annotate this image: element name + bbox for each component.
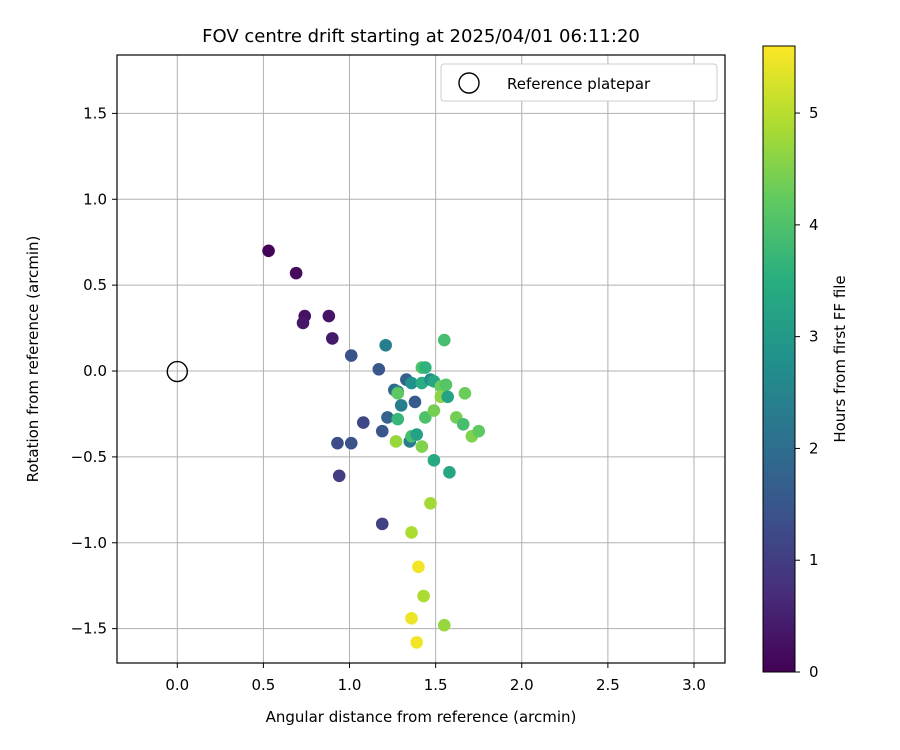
scatter-point [437,618,451,632]
colorbar-tick-label: 1 [809,551,819,569]
y-tick-label: −1.0 [71,534,107,552]
colorbar-ticks: 0 1 2 3 4 5 [795,104,819,681]
scatter-point [391,387,405,400]
scatter-point [441,390,454,404]
colorbar-tick-label: 5 [809,104,819,122]
x-axis-title: Angular distance from reference (arcmin) [266,708,577,726]
scatter-point [472,424,485,438]
scatter-point [410,636,423,649]
chart-title: FOV centre drift starting at 2025/04/01 … [202,26,640,47]
colorbar-gradient [762,45,796,673]
scatter-point [289,266,303,280]
scatter-point [381,411,394,424]
x-tick-label: 0.5 [251,676,275,694]
data-points [262,244,485,649]
legend: Reference platepar [440,63,718,102]
colorbar: 0 1 2 3 4 5 Hours from first FF file [762,45,849,681]
y-tick-label: −0.5 [71,448,107,466]
x-tick-label: 0.0 [165,676,189,694]
scatter-point [394,399,408,412]
x-tick-label: 1.0 [338,676,362,694]
y-axis-title: Rotation from reference (arcmin) [24,236,42,483]
scatter-point [379,338,392,352]
reference-platepar-marker [166,360,189,383]
legend-box [440,63,718,102]
legend-label: Reference platepar [507,75,651,93]
scatter-point [391,412,405,426]
colorbar-tick-label: 4 [809,216,819,234]
scatter-point [344,349,358,362]
colorbar-tick-label: 2 [809,439,819,457]
scatter-point [456,417,470,431]
scatter-point [405,526,418,539]
y-tick-label: 1.5 [83,104,107,122]
scatter-point [437,333,451,347]
scatter-point [331,436,344,450]
scatter-point [262,244,275,258]
y-tick-label: 0.0 [83,362,107,380]
scatter-point [332,469,346,483]
scatter-point [427,404,441,417]
scatter-point [344,436,358,450]
scatter-point [372,363,386,376]
scatter-point [389,435,403,448]
axis-ticks: 0.0 0.5 1.0 1.5 2.0 2.5 3.0 −1.5 −1.0 −0.5 0.0 0.5 1… [71,104,706,694]
scatter-point [375,424,389,438]
scatter-point [296,316,310,330]
scatter-point [443,466,456,479]
y-tick-label: −1.5 [71,620,107,638]
scatter-point [439,378,453,392]
scatter-point [427,454,441,467]
y-tick-label: 1.0 [83,190,107,208]
colorbar-title: Hours from first FF file [831,275,849,442]
scatter-point [325,332,339,345]
scatter-point [405,612,418,625]
scatter-point [408,395,422,409]
scatter-point [405,376,418,390]
scatter-point [375,517,389,531]
scatter-point [412,560,425,574]
scatter-point [410,428,423,441]
y-tick-label: 0.5 [83,276,107,294]
scatter-point [424,496,437,510]
legend-reference-icon [458,72,480,94]
colorbar-tick-label: 0 [809,663,819,681]
scatter-point [458,387,472,400]
scatter-point [415,440,429,453]
x-tick-label: 2.0 [510,676,534,694]
scatter-point [417,589,430,603]
scatter-point [322,309,336,323]
scatter-point [419,361,432,374]
x-tick-label: 1.5 [424,676,448,694]
colorbar-tick-label: 3 [809,328,819,346]
plot-frame [116,54,726,664]
scatter-point [419,411,432,424]
x-tick-label: 3.0 [682,676,706,694]
scatter-point [357,416,370,429]
x-tick-label: 2.5 [596,676,620,694]
